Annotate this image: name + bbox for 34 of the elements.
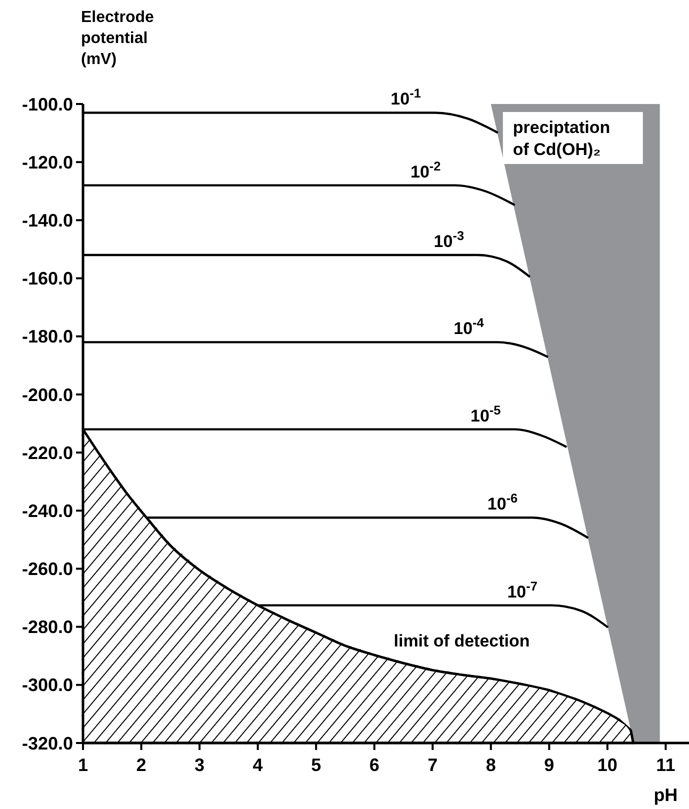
x-tick-label: 2 — [136, 755, 146, 775]
series-label: 10$^{-4}$ — [454, 314, 485, 338]
x-tick-label: 6 — [369, 755, 380, 775]
y-tick-label: -280.0 — [22, 617, 73, 638]
y-tick-label: -160.0 — [22, 268, 73, 289]
x-tick-label: 8 — [486, 755, 496, 775]
series-label: 10$^{-5}$ — [470, 402, 501, 426]
y-tick-label: -140.0 — [22, 210, 73, 230]
x-tick-label: 5 — [311, 755, 322, 775]
x-tick-label: 11 — [656, 755, 676, 775]
x-tick-label: 7 — [428, 755, 438, 775]
x-axis-title: pH — [654, 785, 678, 805]
y-tick-label: -320.0 — [22, 733, 73, 754]
y-tick-label: -200.0 — [22, 384, 73, 405]
y-tick-label: -180.0 — [22, 326, 73, 347]
y-tick-label: -260.0 — [22, 559, 73, 580]
x-tick-label: 10 — [597, 755, 618, 775]
y-tick-label: -120.0 — [22, 152, 73, 172]
series-label: 10$^{-1}$ — [390, 85, 421, 109]
x-tick-label: 4 — [252, 755, 263, 775]
y-tick-label: -240.0 — [22, 500, 73, 521]
series-label: limit of detection — [394, 632, 530, 651]
series-label: preciptation of Cd(OH)₂ — [512, 118, 610, 159]
x-tick-label: 1 — [78, 755, 88, 775]
series-label: 10$^{-2}$ — [410, 158, 441, 182]
x-tick-label: 3 — [194, 755, 205, 775]
series-label: 10$^{-3}$ — [434, 228, 464, 252]
x-tick-label: 9 — [544, 755, 554, 775]
series-label: 10$^{-7}$ — [507, 578, 538, 602]
y-tick-label: -220.0 — [22, 442, 73, 463]
y-tick-label: -300.0 — [22, 675, 73, 696]
y-axis-title: Electrode potential (mV) — [81, 9, 154, 68]
series-label: 10$^{-6}$ — [487, 490, 518, 514]
y-tick-label: -100.0 — [22, 94, 73, 114]
